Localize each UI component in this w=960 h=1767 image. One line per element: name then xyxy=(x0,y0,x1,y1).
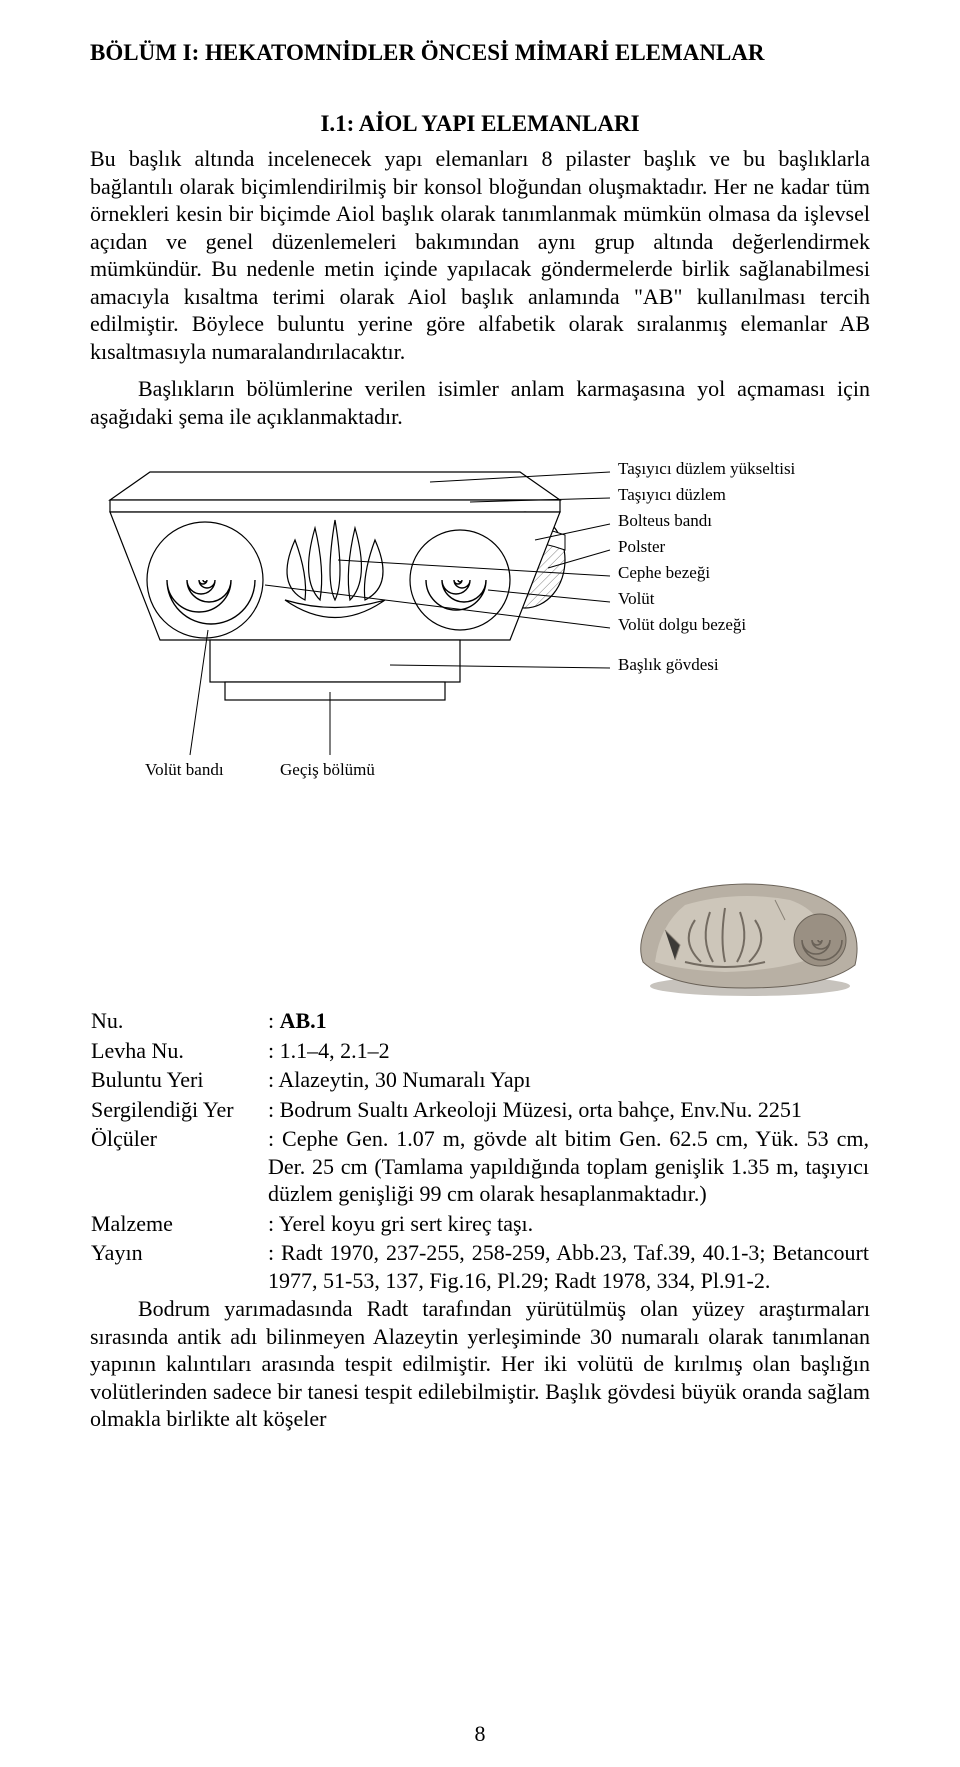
diagram-label-b1: Geçiş bölümü xyxy=(280,760,375,779)
entry-row: Malzeme: Yerel koyu gri sert kireç taşı. xyxy=(90,1209,870,1239)
capital-diagram-svg: Taşıyıcı düzlem yükseltisi Taşıyıcı düzl… xyxy=(90,440,870,810)
entry-label: Levha Nu. xyxy=(90,1036,267,1066)
diagram-label-r7: Başlık gövdesi xyxy=(618,655,719,674)
entry-label: Yayın xyxy=(90,1238,267,1295)
entry-label: Malzeme xyxy=(90,1209,267,1239)
diagram-label-r1: Taşıyıcı düzlem xyxy=(618,485,726,504)
entry-table: Nu.: AB.1Levha Nu.: 1.1–4, 2.1–2Buluntu … xyxy=(90,1006,870,1295)
entry-row: Nu.: AB.1 xyxy=(90,1006,870,1036)
page-number: 8 xyxy=(0,1721,960,1747)
diagram-label-r0: Taşıyıcı düzlem yükseltisi xyxy=(618,459,796,478)
entry-row: Sergilendiği Yer: Bodrum Sualtı Arkeoloj… xyxy=(90,1095,870,1125)
artifact-photo xyxy=(625,870,870,1000)
entry-row: Levha Nu.: 1.1–4, 2.1–2 xyxy=(90,1036,870,1066)
page: BÖLÜM I: HEKATOMNİDLER ÖNCESİ MİMARİ ELE… xyxy=(0,0,960,1767)
diagram-label-r5: Volüt xyxy=(618,589,655,608)
paragraph-1: Bu başlık altında incelenecek yapı elema… xyxy=(90,145,870,365)
entry-row: Buluntu Yeri: Alazeytin, 30 Numaralı Yap… xyxy=(90,1065,870,1095)
capital-diagram: Taşıyıcı düzlem yükseltisi Taşıyıcı düzl… xyxy=(90,440,870,810)
diagram-label-r4: Cephe bezeği xyxy=(618,563,710,582)
entry-value: : 1.1–4, 2.1–2 xyxy=(267,1036,870,1066)
entry-paragraph: Bodrum yarımadasında Radt tarafından yür… xyxy=(90,1295,870,1433)
diagram-label-r6: Volüt dolgu bezeği xyxy=(618,615,746,634)
entry-label: Buluntu Yeri xyxy=(90,1065,267,1095)
paragraph-2: Başlıkların bölümlerine verilen isimler … xyxy=(90,375,870,430)
entry-value: : Bodrum Sualtı Arkeoloji Müzesi, orta b… xyxy=(267,1095,870,1125)
entry-value: : AB.1 xyxy=(267,1006,870,1036)
entry-label: Ölçüler xyxy=(90,1124,267,1209)
diagram-label-r2: Bolteus bandı xyxy=(618,511,712,530)
entry-row: Yayın: Radt 1970, 237-255, 258-259, Abb.… xyxy=(90,1238,870,1295)
diagram-label-b0: Volüt bandı xyxy=(145,760,224,779)
entry-value: : Radt 1970, 237-255, 258-259, Abb.23, T… xyxy=(267,1238,870,1295)
entry-value: : Cephe Gen. 1.07 m, gövde alt bitim Gen… xyxy=(267,1124,870,1209)
catalog-entry: Nu.: AB.1Levha Nu.: 1.1–4, 2.1–2Buluntu … xyxy=(90,870,870,1433)
entry-label: Nu. xyxy=(90,1006,267,1036)
entry-label: Sergilendiği Yer xyxy=(90,1095,267,1125)
entry-value: : Alazeytin, 30 Numaralı Yapı xyxy=(267,1065,870,1095)
section-title: BÖLÜM I: HEKATOMNİDLER ÖNCESİ MİMARİ ELE… xyxy=(90,40,870,66)
entry-row: Ölçüler: Cephe Gen. 1.07 m, gövde alt bi… xyxy=(90,1124,870,1209)
entry-value: : Yerel koyu gri sert kireç taşı. xyxy=(267,1209,870,1239)
subsection-title: I.1: AİOL YAPI ELEMANLARI xyxy=(90,111,870,137)
diagram-label-r3: Polster xyxy=(618,537,666,556)
